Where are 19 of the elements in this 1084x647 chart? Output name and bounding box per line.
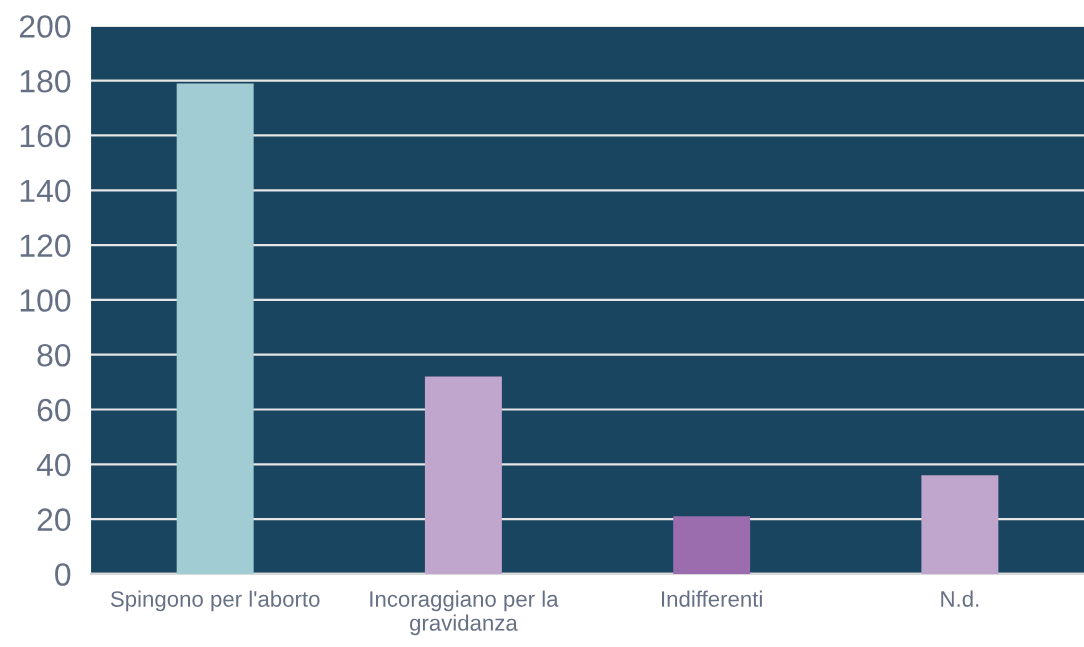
bar bbox=[424, 376, 502, 574]
y-tick-label: 140 bbox=[20, 179, 71, 203]
y-tick-label: 60 bbox=[37, 398, 71, 422]
y-tick-label: 20 bbox=[37, 508, 71, 531]
bar bbox=[673, 516, 751, 574]
y-tick-label: 200 bbox=[19, 15, 71, 38]
x-tick-label: Indifferenti bbox=[662, 590, 762, 607]
y-tick-label: 80 bbox=[37, 343, 71, 367]
y-tick-label: 120 bbox=[20, 234, 71, 257]
y-tick-label: 40 bbox=[36, 453, 71, 477]
y-tick-label: 0 bbox=[55, 563, 71, 586]
x-tick-label: Spingono per l'aborto bbox=[110, 590, 320, 612]
y-tick-label: 160 bbox=[20, 124, 71, 148]
y-tick-label: 100 bbox=[20, 289, 71, 312]
bar bbox=[921, 475, 999, 574]
y-tick-label: 180 bbox=[20, 69, 71, 93]
x-tick-label: N.d. bbox=[941, 590, 979, 607]
bar bbox=[176, 83, 254, 574]
x-tick-label: Incoraggiano per la gravidanza bbox=[370, 590, 559, 636]
